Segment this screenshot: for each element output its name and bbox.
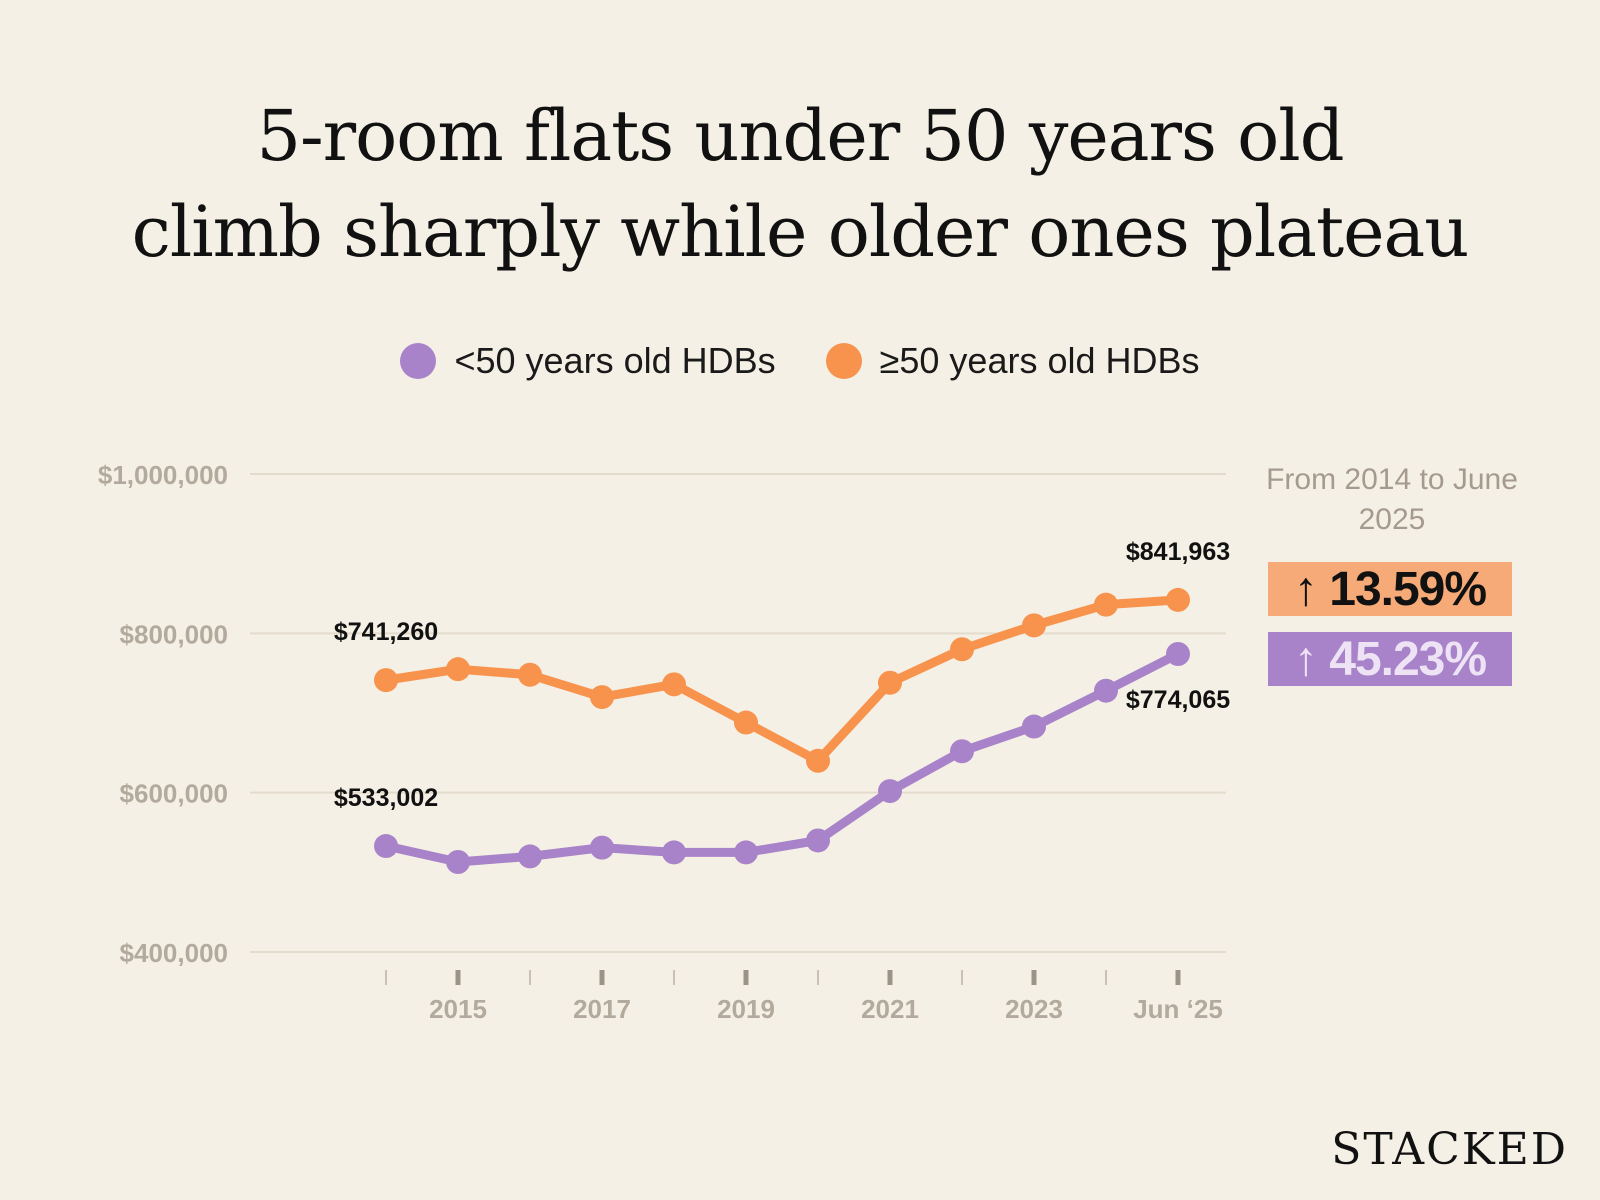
data-point: [1166, 587, 1190, 612]
data-point: [950, 739, 974, 764]
data-point: [518, 662, 542, 687]
data-point: [1094, 592, 1118, 617]
data-point: [518, 844, 542, 869]
legend-item-younger: <50 years old HDBs: [400, 340, 776, 382]
data-point: [1094, 678, 1118, 703]
y-tick-label: $800,000: [120, 619, 228, 649]
data-point: [806, 828, 830, 853]
data-point: [1022, 613, 1046, 638]
older-change-text: ↑ 13.59%: [1293, 562, 1487, 616]
data-point: [734, 840, 758, 865]
badge-older-change: ↑ 13.59%: [1268, 562, 1512, 616]
data-point: [446, 657, 470, 682]
title-line-2: climb sharply while older ones plateau: [131, 191, 1470, 273]
brand-logo: STACKED: [1331, 1124, 1568, 1175]
data-point: [878, 779, 902, 804]
data-point: [374, 834, 398, 859]
data-point: [950, 637, 974, 662]
legend-label-older: ≥50 years old HDBs: [879, 340, 1200, 381]
data-label: $533,002: [334, 784, 438, 812]
x-tick-label: Jun ‘25: [1133, 994, 1223, 1024]
side-note: From 2014 to June 2025: [1266, 463, 1518, 536]
series-line-older: [381, 595, 1183, 766]
data-label: $774,065: [1126, 686, 1230, 714]
y-tick-label: $1,000,000: [98, 460, 228, 490]
data-label: $741,260: [334, 618, 438, 646]
data-point: [1022, 714, 1046, 739]
legend-label-younger: <50 years old HDBs: [454, 340, 776, 381]
data-label: $841,963: [1126, 538, 1230, 566]
data-point: [662, 840, 686, 865]
data-point: [590, 835, 614, 860]
data-point: [806, 748, 830, 773]
badge-younger-change: ↑ 45.23%: [1268, 632, 1512, 686]
chart-title: 5-room flats under 50 years old climb sh…: [0, 88, 1600, 280]
data-point: [1166, 641, 1190, 666]
legend-marker-younger: [400, 343, 437, 379]
series-line-younger: [381, 649, 1183, 867]
data-point: [878, 670, 902, 695]
title-line-1: 5-room flats under 50 years old: [256, 95, 1344, 177]
data-point: [734, 710, 758, 735]
x-tick-label: 2017: [573, 994, 631, 1024]
y-tick-label: $400,000: [120, 938, 228, 968]
legend-item-older: ≥50 years old HDBs: [825, 340, 1200, 382]
legend-marker-older: [825, 343, 862, 379]
x-tick-label: 2019: [717, 994, 775, 1024]
data-point: [662, 672, 686, 697]
x-tick-label: 2023: [1005, 994, 1063, 1024]
data-point: [446, 849, 470, 874]
y-tick-label: $600,000: [120, 779, 228, 809]
younger-change-text: ↑ 45.23%: [1293, 632, 1487, 686]
x-tick-label: 2015: [429, 994, 487, 1024]
data-point: [374, 668, 398, 693]
x-tick-label: 2021: [861, 994, 919, 1024]
data-point: [590, 685, 614, 710]
legend: <50 years old HDBs ≥50 years old HDBs: [0, 340, 1600, 382]
